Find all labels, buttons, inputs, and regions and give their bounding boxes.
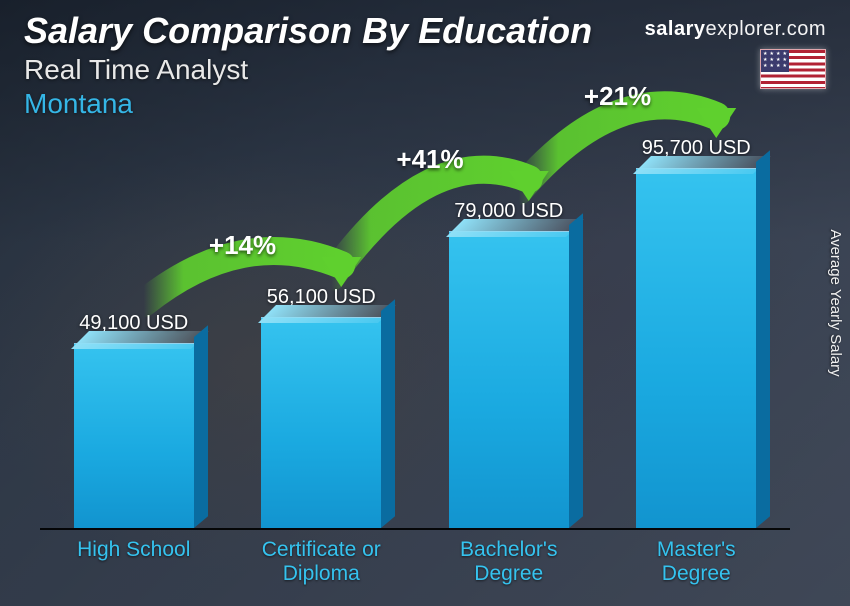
bar-slot: 79,000 USD: [415, 200, 603, 528]
bar-slot: 56,100 USD: [228, 286, 416, 528]
bar-front-face: [74, 343, 194, 528]
bar-chart: 49,100 USD56,100 USD79,000 USD95,700 USD…: [40, 150, 790, 586]
y-axis-label: Average Yearly Salary: [827, 229, 844, 376]
brand-bold: salary: [645, 18, 706, 40]
location: Montana: [24, 88, 826, 120]
x-axis-category-label: Master'sDegree: [603, 534, 791, 586]
brand-name: salaryexplorer.com: [645, 18, 826, 41]
increase-pct-label: +21%: [584, 81, 651, 112]
bar-front-face: [636, 168, 756, 528]
bar-slot: 95,700 USD: [603, 137, 791, 528]
bar-front-face: [449, 231, 569, 528]
bar-top-face: [633, 156, 771, 174]
bar-top-face: [446, 219, 584, 237]
bar-top-face: [71, 331, 209, 349]
x-axis-category-label: Bachelor'sDegree: [415, 534, 603, 586]
bar-side-face: [194, 325, 208, 528]
brand-block: salaryexplorer.com: [645, 18, 826, 89]
bar: [74, 343, 194, 528]
brand-light: explorer: [706, 18, 781, 40]
x-labels: High SchoolCertificate orDiplomaBachelor…: [40, 534, 790, 586]
bar-side-face: [756, 150, 770, 528]
us-flag-icon: [760, 49, 826, 89]
bar: [449, 231, 569, 528]
bar-side-face: [381, 299, 395, 528]
x-axis-line: [40, 528, 790, 530]
increase-pct-label: +14%: [209, 230, 276, 261]
bar-front-face: [261, 317, 381, 528]
bar-side-face: [569, 213, 583, 528]
x-axis-category-label: Certificate orDiploma: [228, 534, 416, 586]
bar-slot: 49,100 USD: [40, 312, 228, 528]
brand-suffix: .com: [781, 18, 826, 40]
x-axis-category-label: High School: [40, 534, 228, 586]
bar: [636, 168, 756, 528]
increase-pct-label: +41%: [396, 144, 463, 175]
bars-container: 49,100 USD56,100 USD79,000 USD95,700 USD: [40, 150, 790, 528]
bar: [261, 317, 381, 528]
bar-top-face: [258, 305, 396, 323]
